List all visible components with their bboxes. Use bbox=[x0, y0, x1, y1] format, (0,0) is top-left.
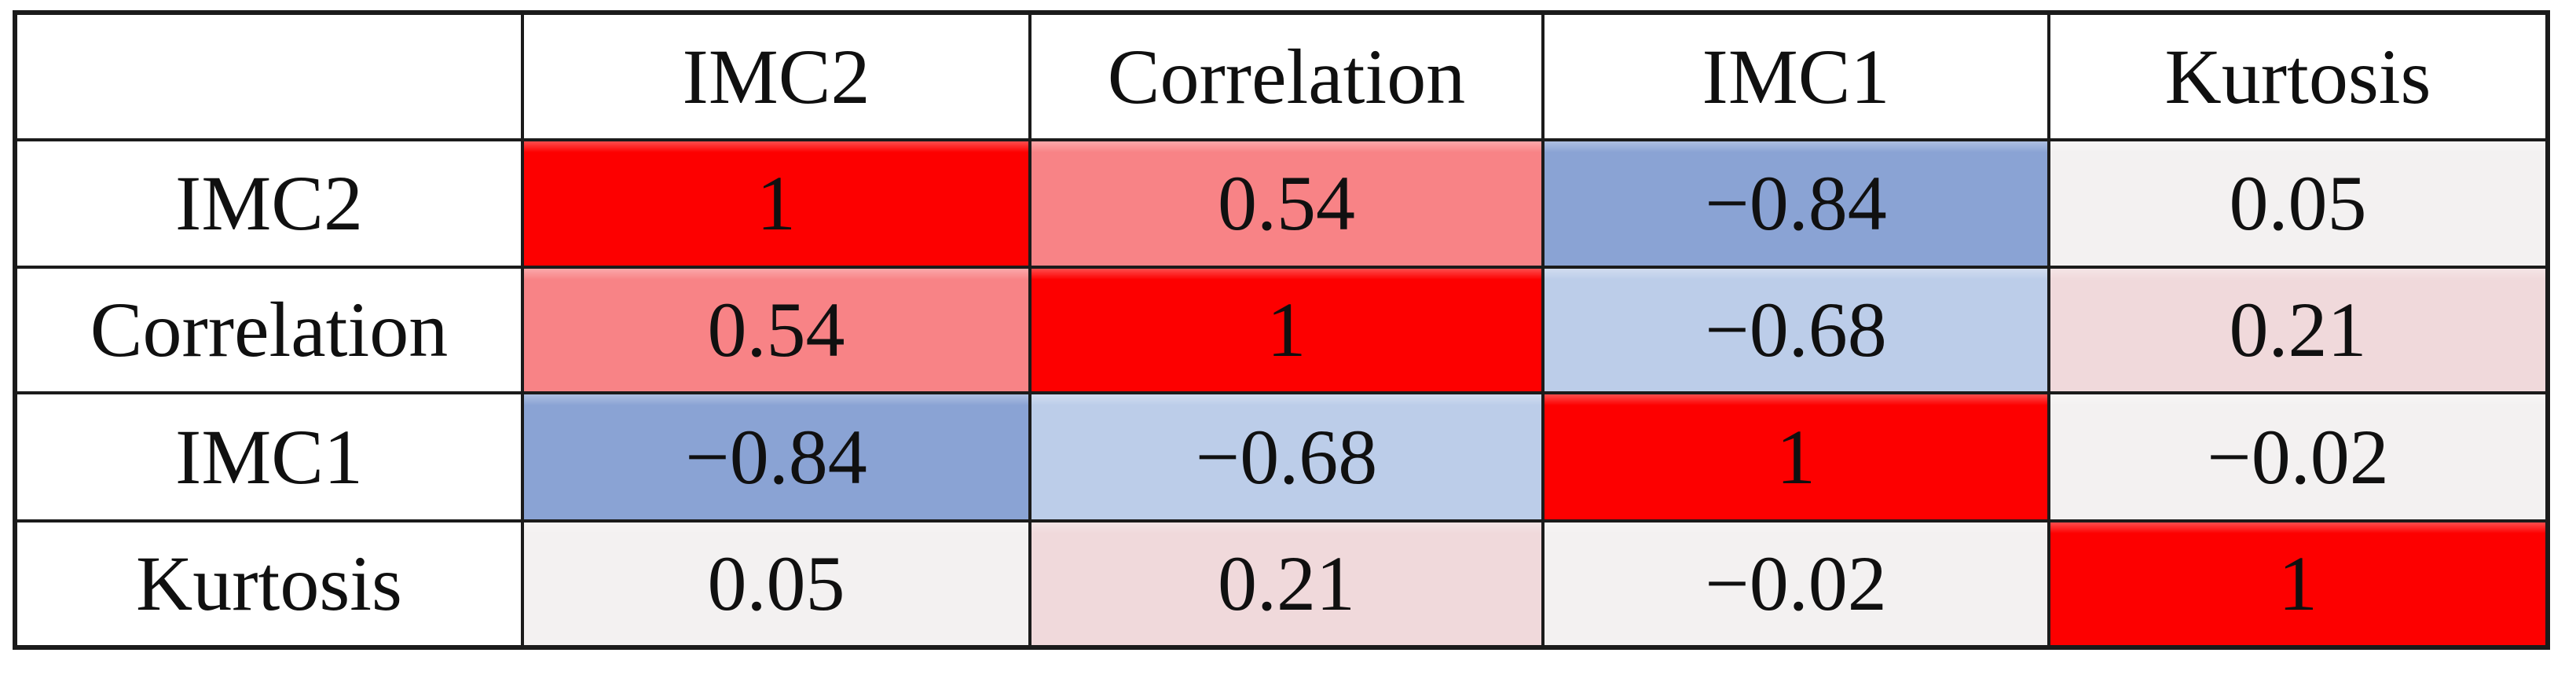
row-label-imc1: IMC1 bbox=[13, 391, 524, 522]
corner-cell bbox=[13, 11, 524, 141]
row-label-imc2: IMC2 bbox=[13, 138, 524, 269]
cell-imc2-correlation: 0.54 bbox=[1028, 138, 1545, 269]
cell-correlation-correlation: 1 bbox=[1028, 266, 1545, 394]
cell-kurtosis-imc1: −0.02 bbox=[1541, 519, 2050, 649]
cell-imc1-imc1: 1 bbox=[1541, 391, 2050, 522]
header-row: IMC2 Correlation IMC1 Kurtosis bbox=[13, 11, 2549, 141]
cell-imc2-kurtosis: 0.05 bbox=[2047, 138, 2549, 269]
cell-kurtosis-imc2: 0.05 bbox=[521, 519, 1031, 649]
row-label-correlation: Correlation bbox=[13, 266, 524, 394]
cell-imc1-kurtosis: −0.02 bbox=[2047, 391, 2549, 522]
cell-imc1-correlation: −0.68 bbox=[1028, 391, 1545, 522]
cell-imc1-imc2: −0.84 bbox=[521, 391, 1031, 522]
cell-correlation-imc2: 0.54 bbox=[521, 266, 1031, 394]
table-row-kurtosis: Kurtosis 0.05 0.21 −0.02 1 bbox=[13, 519, 2549, 649]
cell-kurtosis-kurtosis: 1 bbox=[2047, 519, 2549, 649]
col-header-imc2: IMC2 bbox=[521, 11, 1031, 141]
cell-imc2-imc2: 1 bbox=[521, 138, 1031, 269]
cell-kurtosis-correlation: 0.21 bbox=[1028, 519, 1545, 649]
cell-correlation-kurtosis: 0.21 bbox=[2047, 266, 2549, 394]
table-row-imc1: IMC1 −0.84 −0.68 1 −0.02 bbox=[13, 391, 2549, 522]
row-label-kurtosis: Kurtosis bbox=[13, 519, 524, 649]
table-row-imc2: IMC2 1 0.54 −0.84 0.05 bbox=[13, 138, 2549, 269]
col-header-correlation: Correlation bbox=[1028, 11, 1545, 141]
cell-correlation-imc1: −0.68 bbox=[1541, 266, 2050, 394]
cell-imc2-imc1: −0.84 bbox=[1541, 138, 2050, 269]
correlation-table: IMC2 Correlation IMC1 Kurtosis IMC2 1 0.… bbox=[13, 10, 2550, 650]
table-row-correlation: Correlation 0.54 1 −0.68 0.21 bbox=[13, 266, 2549, 394]
col-header-imc1: IMC1 bbox=[1541, 11, 2050, 141]
col-header-kurtosis: Kurtosis bbox=[2047, 11, 2549, 141]
